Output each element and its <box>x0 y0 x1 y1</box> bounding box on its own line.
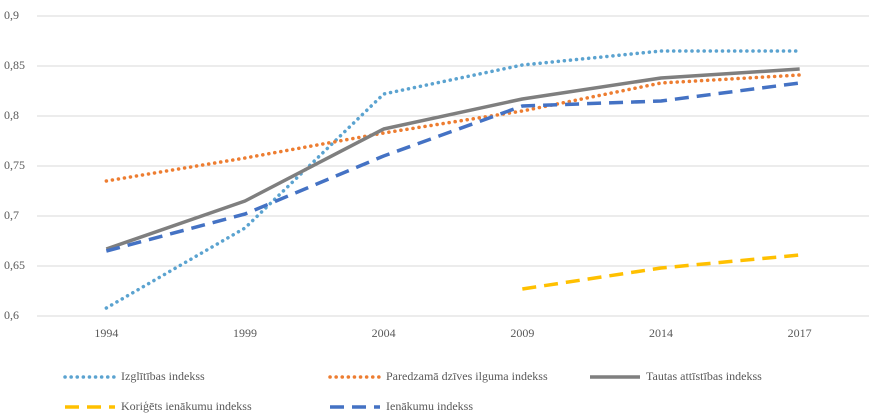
x-tick-label: 1999 <box>233 326 257 340</box>
legend-label: Ienākumu indekss <box>386 399 473 413</box>
y-tick-label: 0,6 <box>4 308 19 322</box>
series-line <box>105 81 800 253</box>
y-tick-label: 0,7 <box>4 208 19 222</box>
y-tick-label: 0,9 <box>4 8 19 22</box>
y-tick-label: 0,65 <box>4 258 25 272</box>
x-tick-label: 2009 <box>510 326 534 340</box>
series-line <box>104 49 802 310</box>
x-tick-label: 2014 <box>649 326 673 340</box>
series-line <box>104 73 802 183</box>
x-tick-label: 1994 <box>94 326 118 340</box>
legend-label: Tautas attīstības indekss <box>646 369 762 383</box>
y-tick-label: 0,8 <box>4 108 19 122</box>
legend-label: Izglītības indekss <box>121 369 205 383</box>
legend-label: Paredzamā dzīves ilguma indekss <box>386 369 548 383</box>
y-tick-label: 0,75 <box>4 158 25 172</box>
legend-label: Koriģēts ienākumu indekss <box>121 399 252 413</box>
x-tick-label: 2004 <box>372 326 396 340</box>
series-line <box>522 253 800 291</box>
series-line <box>105 67 800 251</box>
x-tick-label: 2017 <box>788 326 812 340</box>
y-tick-label: 0,85 <box>4 58 25 72</box>
